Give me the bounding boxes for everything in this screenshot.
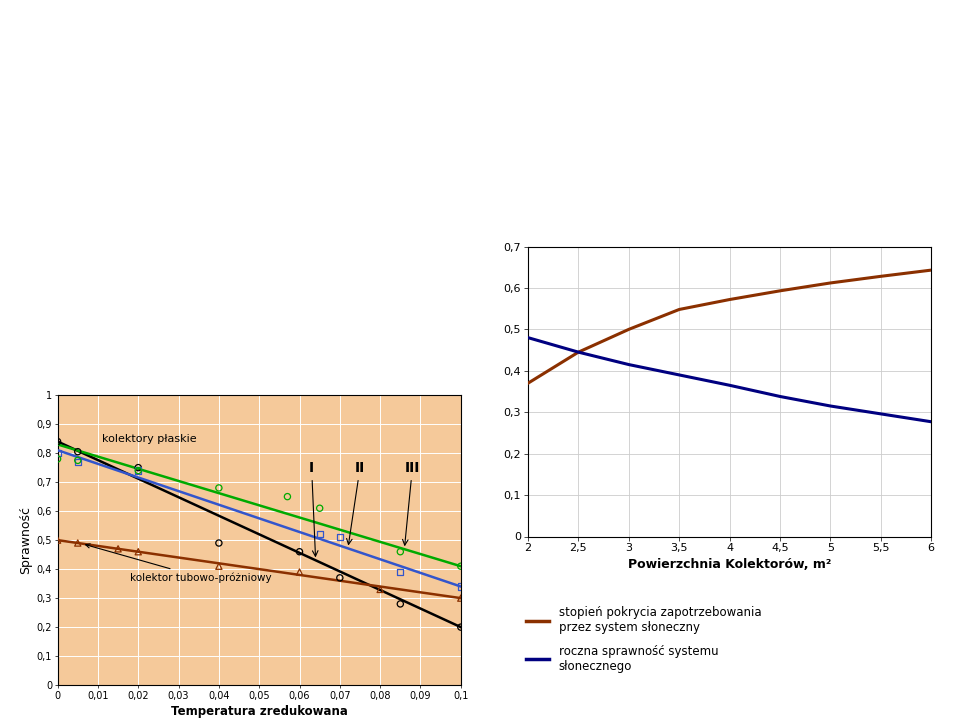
Point — [372, 584, 388, 595]
Text: III: III — [402, 461, 420, 545]
Point — [50, 453, 65, 465]
Point — [70, 537, 85, 549]
Point — [312, 529, 327, 540]
Point — [332, 531, 348, 543]
Point — [453, 581, 468, 592]
Point — [393, 566, 408, 578]
Point — [292, 566, 307, 578]
Point — [393, 598, 408, 610]
Point — [70, 456, 85, 468]
Text: II: II — [347, 461, 365, 544]
Y-axis label: Sprawność: Sprawność — [19, 506, 33, 574]
Point — [453, 621, 468, 633]
Point — [131, 465, 146, 476]
Point — [393, 546, 408, 558]
Point — [70, 455, 85, 466]
Point — [50, 447, 65, 459]
Point — [312, 502, 327, 514]
Point — [131, 462, 146, 473]
Legend: stopień pokrycia zapotrzebowania
przez system słoneczny, roczna sprawność system: stopień pokrycia zapotrzebowania przez s… — [526, 606, 761, 673]
Point — [110, 543, 126, 555]
Point — [279, 491, 295, 502]
Point — [50, 534, 65, 546]
Point — [211, 560, 227, 572]
Point — [211, 482, 227, 494]
Point — [50, 436, 65, 447]
Point — [211, 537, 227, 549]
Point — [292, 546, 307, 558]
Point — [131, 465, 146, 476]
X-axis label: Powierzchnia Kolektorów, m²: Powierzchnia Kolektorów, m² — [628, 558, 831, 571]
Point — [332, 572, 348, 584]
Text: kolektor tubowo-próżniowy: kolektor tubowo-próżniowy — [85, 544, 272, 583]
Point — [131, 546, 146, 558]
Text: I: I — [309, 461, 318, 556]
X-axis label: Temperatura zredukowana: Temperatura zredukowana — [171, 705, 348, 718]
Text: kolektory płaskie: kolektory płaskie — [102, 434, 197, 444]
Point — [453, 560, 468, 572]
Point — [453, 592, 468, 604]
Point — [70, 446, 85, 457]
